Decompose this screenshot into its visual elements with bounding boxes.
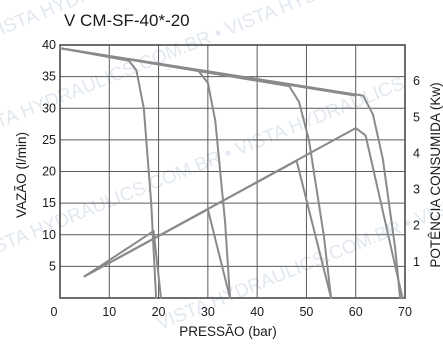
y2-tick-labels: 1 2 3 4 5 6 [413, 74, 420, 269]
y2-tick-label: 6 [413, 74, 420, 88]
x-tick-label: 0 [51, 305, 58, 319]
y2-tick-label: 4 [413, 146, 420, 160]
y-tick-label: 40 [42, 38, 56, 52]
y2-tick-label: 1 [413, 255, 420, 269]
x-tick-label: 40 [250, 305, 264, 319]
flow-curve-4 [59, 47, 402, 299]
y-tick-label: 20 [42, 165, 56, 179]
x-axis-label: PRESSÃO (bar) [179, 324, 277, 339]
x-tick-label: 70 [398, 305, 412, 319]
y2-tick-label: 5 [413, 110, 420, 124]
chart-title: V CM-SF-40*-20 [64, 11, 190, 30]
y-tick-label: 35 [42, 70, 56, 84]
y2-tick-label: 2 [413, 219, 420, 233]
y2-axis-label: POTÊNCIA CONSUMIDA (Kw) [428, 82, 443, 267]
y-axis-label: VAZÃO (l/min) [14, 132, 29, 218]
y2-tick-label: 3 [413, 183, 420, 197]
y-tick-labels: 5 10 15 20 25 30 35 40 [42, 38, 56, 273]
x-tick-labels: 0 10 20 30 40 50 60 70 [51, 305, 412, 319]
x-tick-label: 50 [299, 305, 313, 319]
x-tick-label: 60 [349, 305, 363, 319]
x-tick-label: 10 [102, 305, 116, 319]
flow-curve-3 [59, 47, 333, 299]
y-tick-label: 30 [42, 101, 56, 115]
y-tick-label: 25 [42, 133, 56, 147]
x-tick-label: 20 [152, 305, 166, 319]
power-curve-4 [83, 127, 404, 299]
y-tick-label: 15 [42, 196, 56, 210]
x-tick-label: 30 [201, 305, 215, 319]
power-curve-1 [83, 230, 162, 299]
y-tick-label: 5 [49, 259, 56, 273]
y-tick-label: 10 [42, 228, 56, 242]
plot-frame [59, 44, 406, 299]
series-layer [59, 47, 404, 299]
